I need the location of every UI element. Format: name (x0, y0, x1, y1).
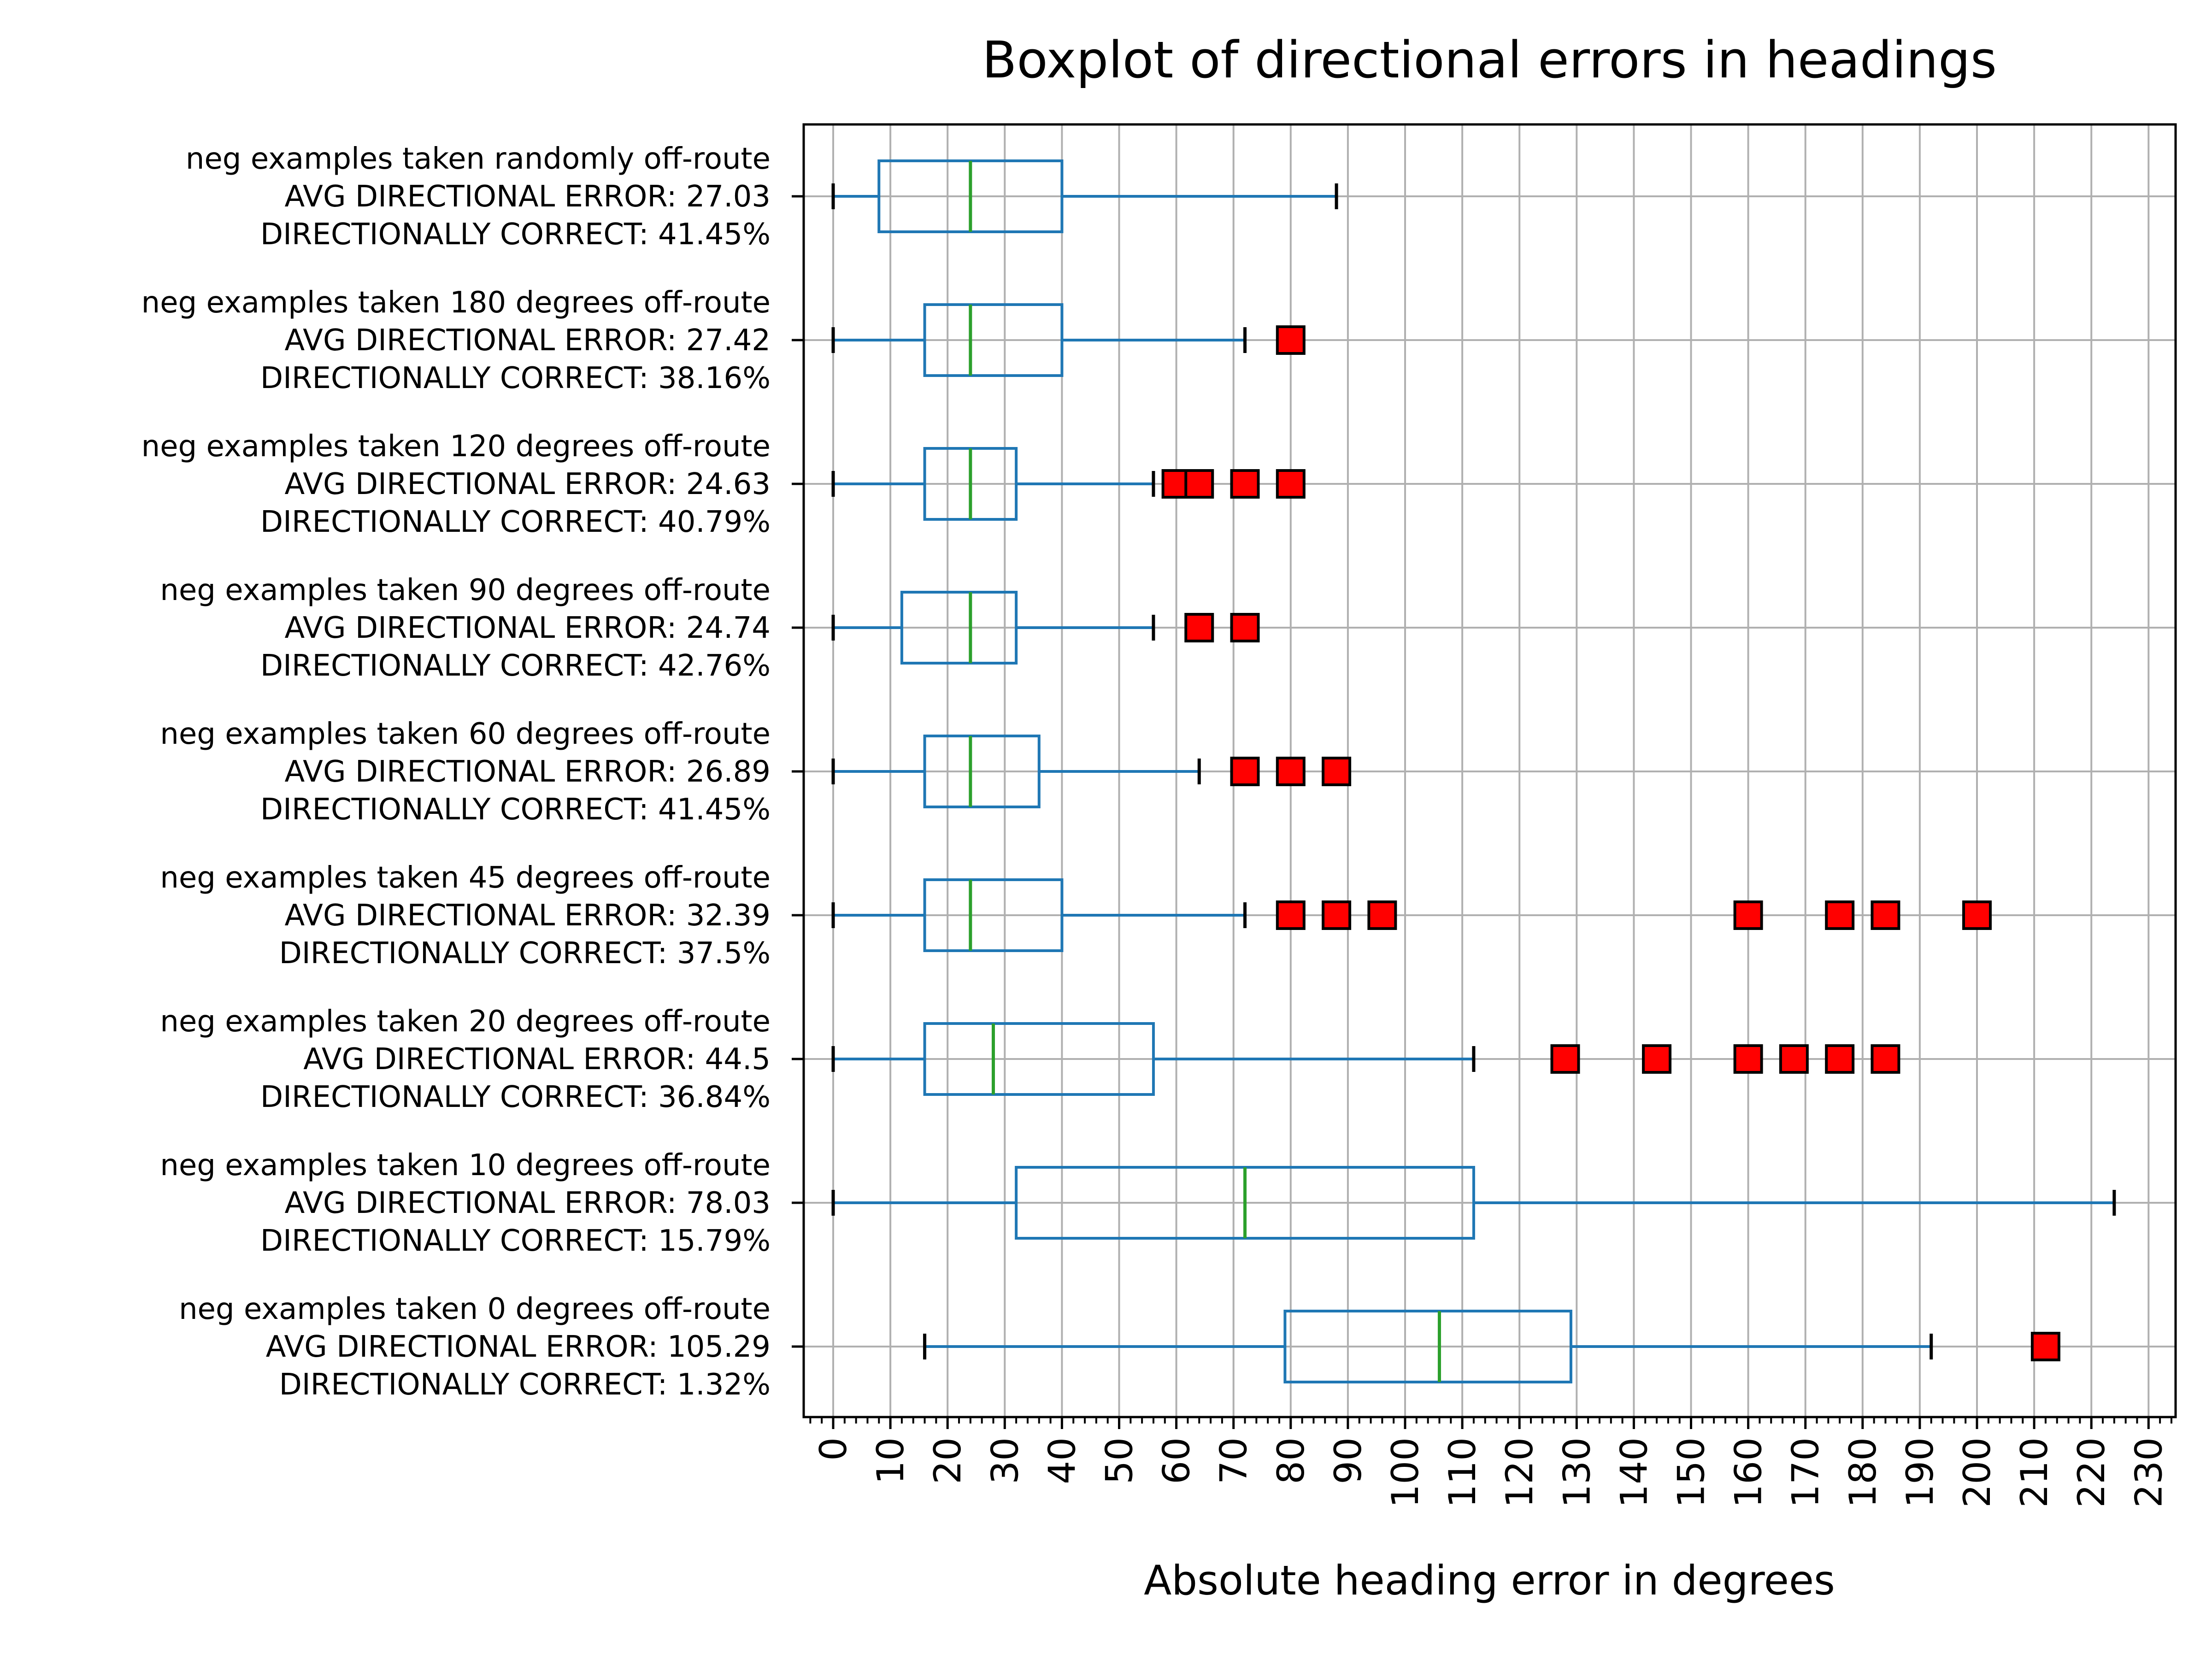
outlier-marker (1184, 469, 1214, 499)
outlier-marker (1733, 1044, 1763, 1074)
outlier-marker (1322, 900, 1352, 930)
outlier-marker (1779, 1044, 1809, 1074)
category-label-line: neg examples taken 10 degrees off-route (160, 1148, 771, 1182)
category-label-line: DIRECTIONALLY CORRECT: 1.32% (279, 1368, 771, 1402)
x-axis-label: Absolute heading error in degrees (1144, 1557, 1835, 1604)
outlier-marker (1184, 613, 1214, 642)
category-label-line: neg examples taken 0 degrees off-route (179, 1292, 771, 1326)
category-label-line: AVG DIRECTIONAL ERROR: 105.29 (266, 1330, 771, 1364)
x-tick-label: 180 (1841, 1437, 1884, 1508)
outlier-marker (1642, 1044, 1672, 1074)
category-label-line: AVG DIRECTIONAL ERROR: 78.03 (284, 1186, 771, 1220)
x-tick-label: 70 (1212, 1437, 1255, 1484)
outlier-marker (1322, 757, 1352, 786)
outlier-marker (1230, 613, 1260, 642)
category-label-line: AVG DIRECTIONAL ERROR: 32.39 (284, 899, 771, 933)
x-tick-label: 50 (1098, 1437, 1141, 1484)
category-label-line: AVG DIRECTIONAL ERROR: 24.63 (284, 467, 771, 501)
iqr-box (1283, 1310, 1572, 1383)
x-tick-label: 110 (1441, 1437, 1484, 1508)
x-tick-label: 10 (869, 1437, 912, 1484)
x-tick-label: 200 (1956, 1437, 1999, 1508)
outlier-marker (1276, 757, 1306, 786)
outlier-marker (1550, 1044, 1580, 1074)
category-label-line: DIRECTIONALLY CORRECT: 15.79% (260, 1224, 771, 1258)
category-label-line: AVG DIRECTIONAL ERROR: 24.74 (284, 611, 771, 645)
category-label-line: AVG DIRECTIONAL ERROR: 44.5 (303, 1042, 771, 1077)
category-label-line: AVG DIRECTIONAL ERROR: 27.03 (284, 180, 771, 214)
category-label-line: neg examples taken 45 degrees off-route (160, 861, 771, 895)
x-tick-label: 20 (926, 1437, 969, 1484)
category-label-line: AVG DIRECTIONAL ERROR: 26.89 (284, 755, 771, 789)
category-label-line: DIRECTIONALLY CORRECT: 41.45% (260, 218, 771, 252)
outlier-marker (1825, 1044, 1855, 1074)
category-label-line: neg examples taken randomly off-route (186, 142, 771, 176)
outlier-marker (1871, 900, 1900, 930)
tick-layer: 0 10 20 30 40 50 60 70 80 90 100 110 120 130 140 150 160… (792, 195, 2172, 1508)
x-tick-label: 90 (1327, 1437, 1370, 1484)
outlier-marker (1276, 469, 1306, 499)
x-tick-label: 140 (1612, 1437, 1655, 1508)
outlier-marker (1230, 757, 1260, 786)
plot-area-frame (802, 123, 2177, 1418)
category-label-line: neg examples taken 120 degrees off-route (141, 429, 771, 464)
x-tick-label: 230 (2127, 1437, 2170, 1508)
outlier-marker (1276, 325, 1306, 355)
category-label-line: DIRECTIONALLY CORRECT: 37.5% (279, 936, 771, 971)
iqr-box (900, 591, 1018, 665)
x-tick-label: 210 (2013, 1437, 2056, 1508)
outlier-marker (1276, 900, 1306, 930)
category-label-line: DIRECTIONALLY CORRECT: 38.16% (260, 361, 771, 395)
x-tick-label: 30 (983, 1437, 1026, 1484)
category-label-line: neg examples taken 60 degrees off-route (160, 717, 771, 751)
iqr-box (923, 878, 1064, 952)
iqr-box (923, 735, 1041, 808)
category-label-line: neg examples taken 180 degrees off-route (141, 286, 771, 320)
box-layer (831, 159, 2116, 1383)
x-tick-label: 190 (1899, 1437, 1941, 1508)
x-tick-label: 120 (1498, 1437, 1541, 1508)
x-tick-label: 100 (1384, 1437, 1427, 1508)
x-tick-label: 0 (812, 1437, 855, 1461)
x-tick-label: 170 (1784, 1437, 1827, 1508)
outlier-marker (2030, 1332, 2060, 1361)
category-label-line: DIRECTIONALLY CORRECT: 41.45% (260, 793, 771, 827)
iqr-box (923, 303, 1064, 377)
outlier-marker (1825, 900, 1855, 930)
x-tick-label: 60 (1155, 1437, 1198, 1484)
outlier-marker (1871, 1044, 1900, 1074)
category-label-line: DIRECTIONALLY CORRECT: 36.84% (260, 1080, 771, 1114)
x-tick-label: 220 (2070, 1437, 2113, 1508)
category-label-layer: neg examples taken randomly off-route AVG… (141, 142, 771, 1402)
category-label-line: AVG DIRECTIONAL ERROR: 27.42 (284, 324, 771, 358)
category-label-line: neg examples taken 90 degrees off-route (160, 573, 771, 607)
category-label-line: DIRECTIONALLY CORRECT: 42.76% (260, 649, 771, 683)
x-tick-label: 160 (1727, 1437, 1770, 1508)
x-tick-label: 130 (1555, 1437, 1598, 1508)
chart-title: Boxplot of directional errors in heading… (982, 30, 1997, 89)
iqr-box (923, 1022, 1155, 1096)
category-label-line: DIRECTIONALLY CORRECT: 40.79% (260, 505, 771, 539)
x-tick-label: 40 (1041, 1437, 1083, 1484)
outlier-marker (1230, 469, 1260, 499)
outlier-marker (1733, 900, 1763, 930)
outlier-marker (1962, 900, 1992, 930)
x-tick-label: 80 (1270, 1437, 1312, 1484)
category-label-line: neg examples taken 20 degrees off-route (160, 1005, 771, 1039)
x-tick-label: 150 (1670, 1437, 1713, 1508)
outlier-marker (1367, 900, 1397, 930)
